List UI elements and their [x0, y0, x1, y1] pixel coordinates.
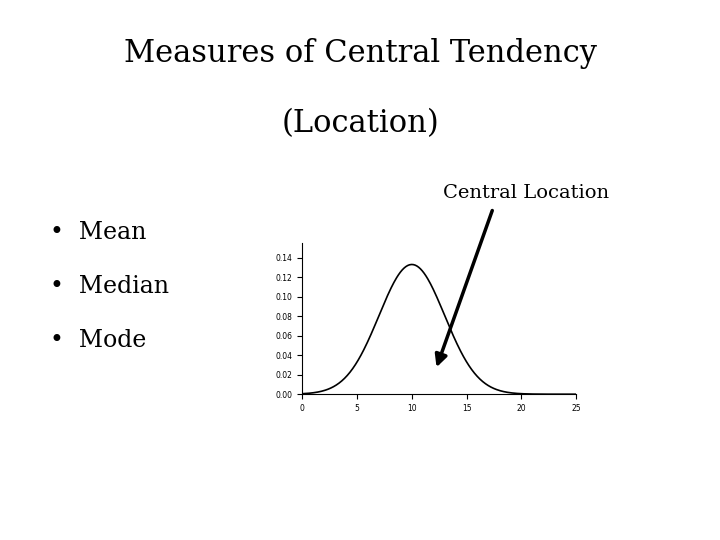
Text: •  Mean: • Mean: [50, 221, 147, 244]
Text: Measures of Central Tendency: Measures of Central Tendency: [124, 38, 596, 69]
Text: (Location): (Location): [281, 108, 439, 139]
Text: Central Location: Central Location: [443, 185, 608, 202]
Text: •  Median: • Median: [50, 275, 169, 298]
Text: •  Mode: • Mode: [50, 329, 147, 352]
